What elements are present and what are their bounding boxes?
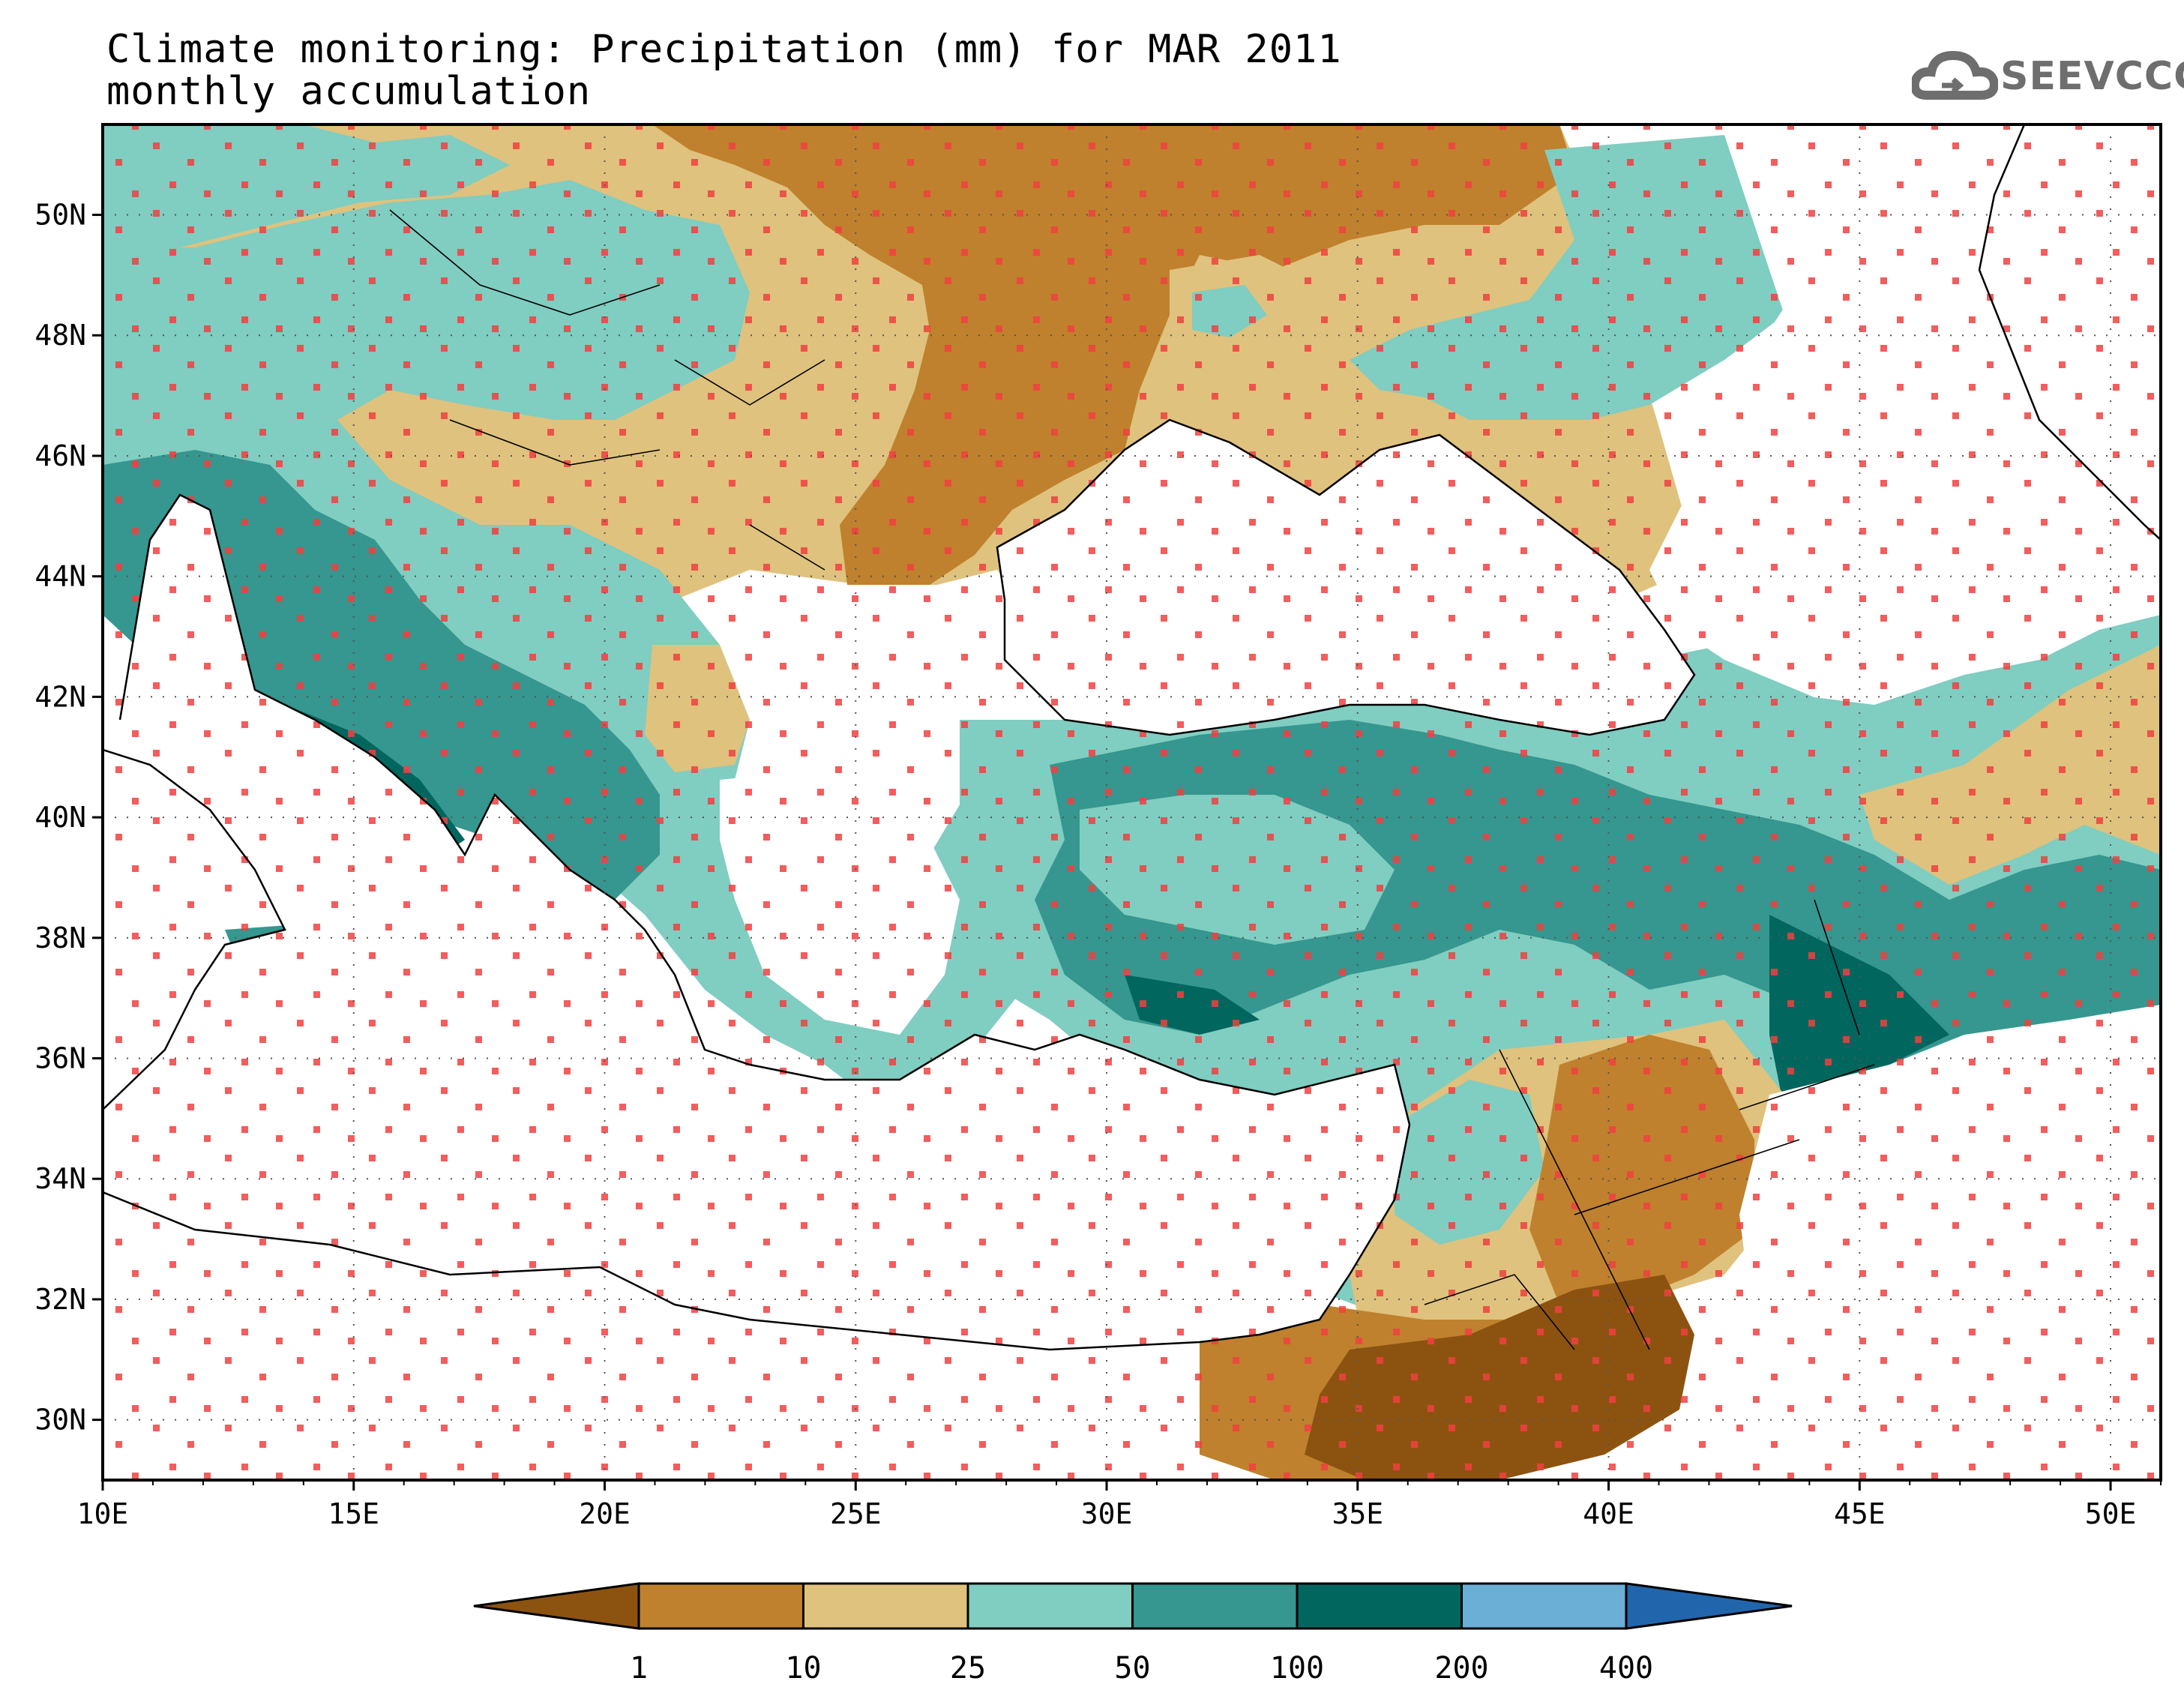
seevccc-logo: SEEVCCC — [1912, 46, 2184, 106]
y-tick-label: 32N — [34, 1283, 86, 1316]
colorbar-segment — [637, 1582, 804, 1630]
colorbar-label: 100 — [1270, 1651, 1324, 1686]
x-tick-label: 25E — [830, 1497, 882, 1530]
map-title: Climate monitoring: Precipitation (mm) f… — [106, 27, 1342, 72]
x-tick-label: 45E — [1834, 1497, 1886, 1530]
cloud-icon — [1912, 50, 1998, 100]
colorbar-segment — [1131, 1582, 1299, 1630]
colorbar-segment — [1296, 1582, 1463, 1630]
colorbar-label: 25 — [950, 1651, 986, 1686]
border-lines — [389, 209, 1875, 1350]
y-tick-label: 36N — [34, 1042, 86, 1075]
x-tick-label: 30E — [1081, 1497, 1133, 1530]
y-tick-label: 46N — [34, 439, 86, 472]
colorbar-segment — [966, 1582, 1134, 1630]
colorbar-label: 200 — [1434, 1651, 1488, 1686]
colorbar-label: 1 — [630, 1651, 648, 1686]
coast-black-sea — [996, 418, 1696, 736]
logo-text: SEEVCCC — [2000, 54, 2184, 99]
y-tick-label: 38N — [34, 921, 86, 954]
colorbar-arrow-high — [1625, 1582, 1793, 1630]
y-tick-label: 34N — [34, 1162, 86, 1195]
colorbar: 1 10 25 50 100 200 400 — [473, 1582, 1793, 1686]
colorbar-segment — [802, 1582, 969, 1630]
x-axis: 10E 15E 20E 25E 30E 35E 40E 45E 50E — [77, 1480, 2162, 1530]
map-frame — [101, 123, 2162, 1482]
y-tick-label: 42N — [34, 680, 86, 713]
y-tick-label: 30N — [34, 1404, 86, 1437]
x-tick-label: 10E — [77, 1497, 129, 1530]
y-tick-label: 40N — [34, 801, 86, 834]
coastlines — [103, 124, 2161, 1351]
y-tick-label: 48N — [34, 319, 86, 352]
x-tick-label: 50E — [2085, 1497, 2137, 1530]
x-tick-label: 20E — [579, 1497, 631, 1530]
x-tick-label: 15E — [328, 1497, 379, 1530]
colorbar-segment — [1460, 1582, 1628, 1630]
y-tick-label: 50N — [34, 199, 86, 232]
y-tick-label: 44N — [34, 560, 86, 593]
coast-mediterranean — [103, 493, 1411, 1351]
map-subtitle: monthly accumulation — [106, 69, 592, 114]
colorbar-label: 10 — [785, 1651, 821, 1686]
x-tick-label: 40E — [1583, 1497, 1634, 1530]
station-markers — [103, 124, 2161, 1480]
precipitation-field — [103, 124, 2161, 1480]
coast-caspian — [1978, 124, 2161, 541]
y-axis: 30N 32N 34N 36N 38N 40N 42N 44N 46N 48N 50N — [34, 199, 103, 1437]
x-tick-label: 35E — [1332, 1497, 1383, 1530]
colorbar-label: 400 — [1599, 1651, 1653, 1686]
colorbar-arrow-low — [473, 1582, 640, 1630]
colorbar-label: 50 — [1114, 1651, 1150, 1686]
